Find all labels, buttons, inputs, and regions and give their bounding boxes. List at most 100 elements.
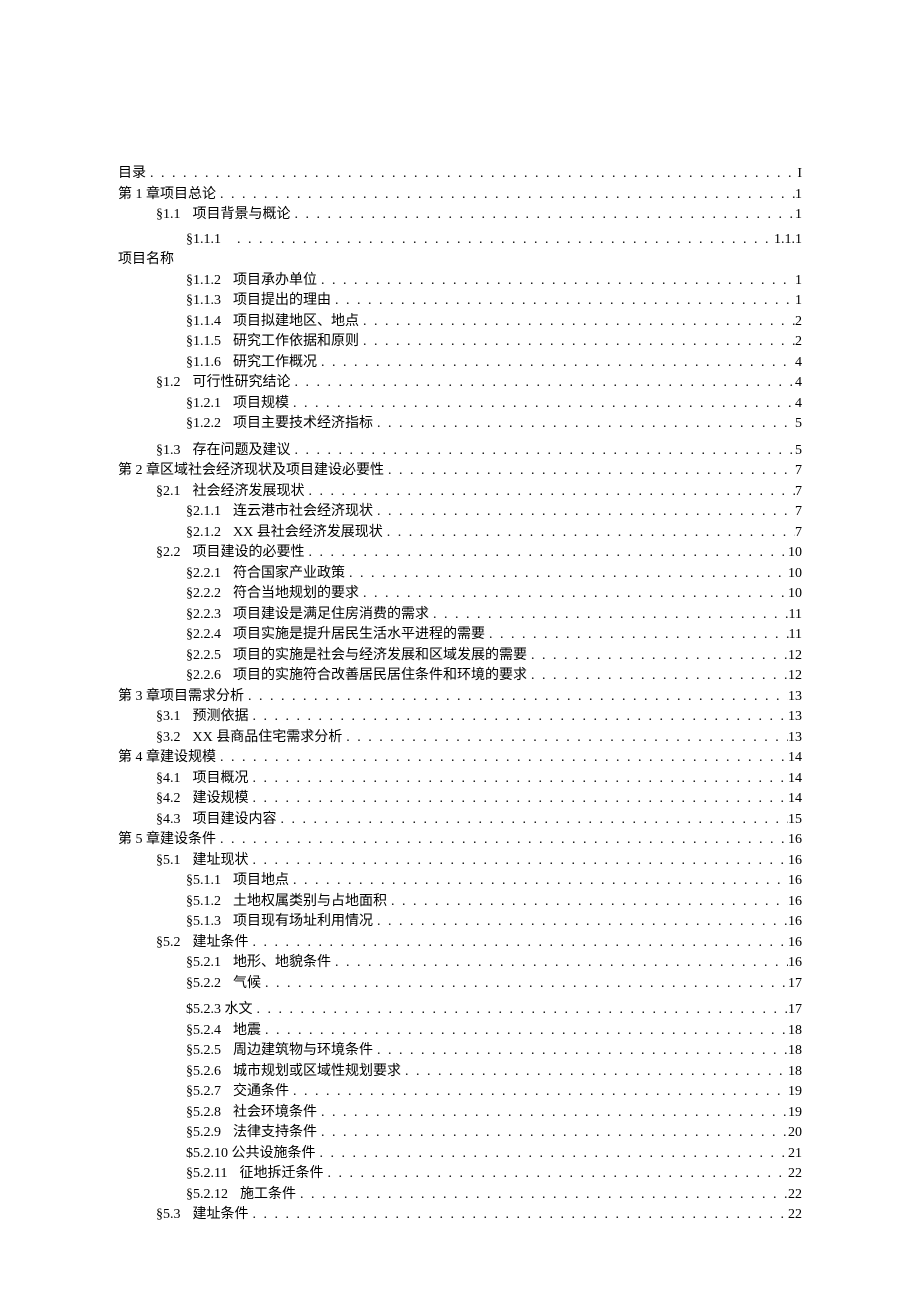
toc-entry: 第 1 章项目总论1 bbox=[118, 185, 802, 206]
toc-section-number: §2.2.6 bbox=[186, 666, 221, 687]
toc-dot-leader bbox=[359, 312, 795, 333]
toc-entry: §2.2.5项目的实施是社会与经济发展和区域发展的需要12 bbox=[118, 646, 802, 667]
toc-dot-leader bbox=[216, 748, 788, 769]
toc-entry-label: §1.1.5研究工作依据和原则 bbox=[186, 332, 359, 353]
table-of-contents: 目录I第 1 章项目总论1§1.1项目背景与概论1§1.1.11.1.1项目名称… bbox=[118, 164, 802, 1226]
toc-entry-label: §5.2.4地震 bbox=[186, 1021, 261, 1042]
toc-entry-page: 5 bbox=[795, 441, 802, 462]
toc-entry: 第 2 章区域社会经济现状及项目建设必要性 7 bbox=[118, 461, 802, 482]
toc-entry-page: 15 bbox=[788, 810, 802, 831]
toc-section-number: §2.2.1 bbox=[186, 564, 221, 585]
toc-section-number: §5.3 bbox=[156, 1205, 181, 1226]
toc-dot-leader bbox=[387, 892, 788, 913]
toc-dot-leader bbox=[291, 373, 796, 394]
toc-entry-label: 第 5 章建设条件 bbox=[118, 830, 216, 851]
toc-entry-label: §5.1建址现状 bbox=[156, 851, 249, 872]
toc-section-number: §5.2.5 bbox=[186, 1041, 221, 1062]
toc-entry-page: 7 bbox=[795, 461, 802, 482]
toc-entry: §5.3建址条件22 bbox=[118, 1205, 802, 1226]
toc-entry: §5.2.11征地拆迁条件22 bbox=[118, 1164, 802, 1185]
toc-entry-label: §5.2.1地形、地貌条件 bbox=[186, 953, 331, 974]
toc-section-number: §1.1.2 bbox=[186, 271, 221, 292]
toc-dot-leader bbox=[373, 414, 795, 435]
toc-dot-leader bbox=[384, 461, 795, 482]
toc-entry-label: 第 1 章项目总论 bbox=[118, 185, 216, 206]
toc-entry-page: 16 bbox=[788, 871, 802, 892]
toc-entry-page: 22 bbox=[788, 1205, 802, 1226]
toc-section-number: §5.2.7 bbox=[186, 1082, 221, 1103]
toc-entry: §2.2项目建设的必要性10 bbox=[118, 543, 802, 564]
toc-entry: §1.1项目背景与概论 1 bbox=[118, 205, 802, 226]
toc-entry-label: §5.1.3项目现有场址利用情况 bbox=[186, 912, 373, 933]
toc-entry-label: §5.2.11征地拆迁条件 bbox=[186, 1164, 323, 1185]
toc-section-number: §2.2.2 bbox=[186, 584, 221, 605]
toc-entry: §5.2建址条件16 bbox=[118, 933, 802, 954]
toc-dot-leader bbox=[289, 394, 795, 415]
toc-dot-leader bbox=[317, 353, 795, 374]
toc-entry: §1.1.3项目提出的理由1 bbox=[118, 291, 802, 312]
toc-entry: 第 3 章项目需求分析13 bbox=[118, 687, 802, 708]
toc-entry-label: §2.2.6项目的实施符合改善居民居住条件和环境的要求 bbox=[186, 666, 527, 687]
toc-project-name-label: 项目名称 bbox=[118, 250, 802, 271]
toc-entry-page: 5 bbox=[795, 414, 802, 435]
toc-section-number: §2.2.5 bbox=[186, 646, 221, 667]
toc-entry-label: $5.2.3 水文 bbox=[186, 1000, 253, 1021]
toc-entry-label: §1.2.2项目主要技术经济指标 bbox=[186, 414, 373, 435]
toc-entry-label: §2.1.2XX 县社会经济发展现状 bbox=[186, 523, 383, 544]
toc-dot-leader bbox=[261, 1021, 788, 1042]
toc-entry-label: §5.1.1项目地点 bbox=[186, 871, 289, 892]
toc-entry: §5.2.12施工条件22 bbox=[118, 1185, 802, 1206]
toc-entry-label: §1.2可行性研究结论 bbox=[156, 373, 291, 394]
toc-section-number: §5.2.1 bbox=[186, 953, 221, 974]
toc-entry-page: I bbox=[797, 164, 802, 185]
toc-entry-page: 21 bbox=[788, 1144, 802, 1165]
toc-entry-label: §4.1项目概况 bbox=[156, 769, 249, 790]
toc-entry-page: 17 bbox=[788, 974, 802, 995]
toc-entry-label: 第 2 章区域社会经济现状及项目建设必要性 bbox=[118, 461, 384, 482]
toc-entry-label: §1.1.2项目承办单位 bbox=[186, 271, 317, 292]
toc-entry-page: 16 bbox=[788, 830, 802, 851]
toc-section-number: §5.2.2 bbox=[186, 974, 221, 995]
toc-dot-leader bbox=[305, 543, 789, 564]
toc-entry-page: 19 bbox=[788, 1082, 802, 1103]
toc-dot-leader bbox=[527, 646, 788, 667]
toc-entry: §1.2可行性研究结论4 bbox=[118, 373, 802, 394]
toc-entry-page: 12 bbox=[788, 646, 802, 667]
toc-section-number: §5.2 bbox=[156, 933, 181, 954]
toc-entry-page: 13 bbox=[788, 687, 802, 708]
toc-dot-leader bbox=[373, 1041, 788, 1062]
toc-entry: §5.2.5周边建筑物与环境条件18 bbox=[118, 1041, 802, 1062]
toc-entry: §2.2.1符合国家产业政策10 bbox=[118, 564, 802, 585]
toc-section-number: §1.1.3 bbox=[186, 291, 221, 312]
toc-entry-label: §1.1项目背景与概论 bbox=[156, 205, 291, 226]
toc-entry-label: §3.2XX 县商品住宅需求分析 bbox=[156, 728, 342, 749]
toc-section-number: §5.2.8 bbox=[186, 1103, 221, 1124]
toc-entry-page: 18 bbox=[788, 1041, 802, 1062]
toc-entry-page: 1 bbox=[795, 205, 802, 226]
toc-dot-leader bbox=[485, 625, 789, 646]
toc-entry: §5.2.7交通条件 19 bbox=[118, 1082, 802, 1103]
toc-entry: §1.3存在问题及建议 5 bbox=[118, 441, 802, 462]
toc-entry-label: §5.2.7交通条件 bbox=[186, 1082, 289, 1103]
toc-entry-label: §1.3存在问题及建议 bbox=[156, 441, 291, 462]
toc-section-number: §2.2 bbox=[156, 543, 181, 564]
toc-section-number: §3.2 bbox=[156, 728, 181, 749]
toc-dot-leader bbox=[331, 291, 795, 312]
toc-entry: §2.2.6项目的实施符合改善居民居住条件和环境的要求12 bbox=[118, 666, 802, 687]
toc-dot-leader bbox=[331, 953, 788, 974]
toc-dot-leader bbox=[289, 871, 788, 892]
toc-entry-label: §1.1.3项目提出的理由 bbox=[186, 291, 331, 312]
toc-dot-leader bbox=[291, 205, 796, 226]
toc-dot-leader bbox=[323, 1164, 788, 1185]
toc-entry-label: $5.2.10 公共设施条件 bbox=[186, 1144, 316, 1165]
toc-dot-leader bbox=[249, 1205, 789, 1226]
toc-dot-leader bbox=[345, 564, 788, 585]
toc-entry: §3.1预测依据13 bbox=[118, 707, 802, 728]
toc-entry: §1.1.2项目承办单位1 bbox=[118, 271, 802, 292]
toc-entry-label: §5.2.12施工条件 bbox=[186, 1185, 296, 1206]
toc-section-number: §4.3 bbox=[156, 810, 181, 831]
toc-section-number: §1.1.5 bbox=[186, 332, 221, 353]
toc-dot-leader bbox=[253, 1000, 789, 1021]
toc-entry-page: 14 bbox=[788, 789, 802, 810]
toc-entry-label: §1.1.6研究工作概况 bbox=[186, 353, 317, 374]
